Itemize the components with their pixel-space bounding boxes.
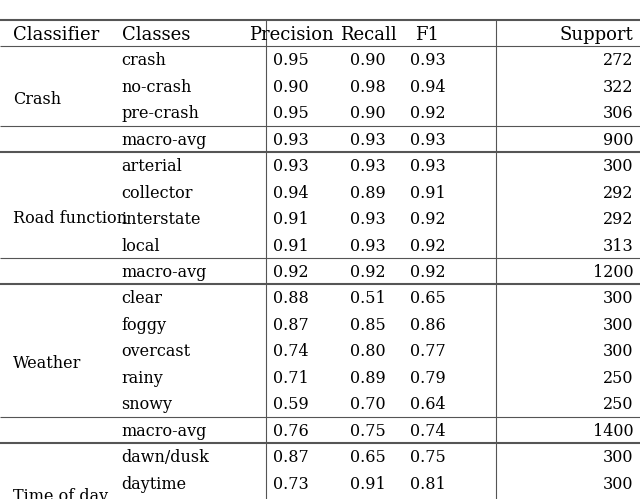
Text: crash: crash xyxy=(122,52,166,69)
Text: local: local xyxy=(122,238,160,254)
Text: 0.74: 0.74 xyxy=(273,343,309,360)
Text: 0.92: 0.92 xyxy=(273,264,309,281)
Text: 0.91: 0.91 xyxy=(410,185,445,202)
Text: 272: 272 xyxy=(603,52,634,69)
Text: interstate: interstate xyxy=(122,211,201,228)
Text: 0.93: 0.93 xyxy=(350,132,386,149)
Text: dawn/dusk: dawn/dusk xyxy=(122,449,209,466)
Text: arterial: arterial xyxy=(122,158,182,175)
Text: 1200: 1200 xyxy=(593,264,634,281)
Text: 0.92: 0.92 xyxy=(410,264,445,281)
Text: 0.87: 0.87 xyxy=(273,449,309,466)
Text: 0.95: 0.95 xyxy=(273,52,309,69)
Text: 0.73: 0.73 xyxy=(273,476,309,493)
Text: 0.92: 0.92 xyxy=(410,211,445,228)
Text: 0.93: 0.93 xyxy=(410,52,445,69)
Text: Weather: Weather xyxy=(13,355,81,372)
Text: 0.91: 0.91 xyxy=(273,238,309,254)
Text: Road function: Road function xyxy=(13,210,127,227)
Text: 0.77: 0.77 xyxy=(410,343,445,360)
Text: no-crash: no-crash xyxy=(122,79,192,96)
Text: Recall: Recall xyxy=(340,25,396,43)
Text: Classes: Classes xyxy=(122,25,190,43)
Text: 306: 306 xyxy=(603,105,634,122)
Text: pre-crash: pre-crash xyxy=(122,105,200,122)
Text: 0.92: 0.92 xyxy=(410,105,445,122)
Text: 0.90: 0.90 xyxy=(350,52,386,69)
Text: 0.89: 0.89 xyxy=(350,370,386,387)
Text: F1: F1 xyxy=(415,25,440,43)
Text: 300: 300 xyxy=(603,449,634,466)
Text: 0.89: 0.89 xyxy=(350,185,386,202)
Text: 0.93: 0.93 xyxy=(273,158,309,175)
Text: Crash: Crash xyxy=(13,91,61,108)
Text: Precision: Precision xyxy=(249,25,333,43)
Text: 0.95: 0.95 xyxy=(273,105,309,122)
Text: 0.75: 0.75 xyxy=(350,423,386,440)
Text: collector: collector xyxy=(122,185,193,202)
Text: 0.92: 0.92 xyxy=(350,264,386,281)
Text: 0.80: 0.80 xyxy=(350,343,386,360)
Text: 300: 300 xyxy=(603,317,634,334)
Text: 250: 250 xyxy=(603,370,634,387)
Text: 0.65: 0.65 xyxy=(350,449,386,466)
Text: 0.93: 0.93 xyxy=(410,158,445,175)
Text: 0.85: 0.85 xyxy=(350,317,386,334)
Text: 0.93: 0.93 xyxy=(273,132,309,149)
Text: 0.87: 0.87 xyxy=(273,317,309,334)
Text: 0.93: 0.93 xyxy=(350,158,386,175)
Text: 0.94: 0.94 xyxy=(410,79,445,96)
Text: 300: 300 xyxy=(603,290,634,307)
Text: 1400: 1400 xyxy=(593,423,634,440)
Text: 0.65: 0.65 xyxy=(410,290,445,307)
Text: 0.94: 0.94 xyxy=(273,185,309,202)
Text: 250: 250 xyxy=(603,396,634,413)
Text: 0.86: 0.86 xyxy=(410,317,445,334)
Text: 0.93: 0.93 xyxy=(410,132,445,149)
Text: clear: clear xyxy=(122,290,163,307)
Text: Support: Support xyxy=(560,25,634,43)
Text: 0.81: 0.81 xyxy=(410,476,445,493)
Text: 300: 300 xyxy=(603,343,634,360)
Text: 0.79: 0.79 xyxy=(410,370,445,387)
Text: 0.76: 0.76 xyxy=(273,423,309,440)
Text: 0.93: 0.93 xyxy=(350,211,386,228)
Text: 0.70: 0.70 xyxy=(350,396,386,413)
Text: 0.92: 0.92 xyxy=(410,238,445,254)
Text: 300: 300 xyxy=(603,476,634,493)
Text: 292: 292 xyxy=(603,211,634,228)
Text: 300: 300 xyxy=(603,158,634,175)
Text: 0.90: 0.90 xyxy=(273,79,309,96)
Text: 0.64: 0.64 xyxy=(410,396,445,413)
Text: snowy: snowy xyxy=(122,396,173,413)
Text: 0.98: 0.98 xyxy=(350,79,386,96)
Text: 313: 313 xyxy=(603,238,634,254)
Text: 292: 292 xyxy=(603,185,634,202)
Text: macro-avg: macro-avg xyxy=(122,132,207,149)
Text: 0.75: 0.75 xyxy=(410,449,445,466)
Text: 900: 900 xyxy=(603,132,634,149)
Text: 0.91: 0.91 xyxy=(273,211,309,228)
Text: 0.90: 0.90 xyxy=(350,105,386,122)
Text: foggy: foggy xyxy=(122,317,167,334)
Text: rainy: rainy xyxy=(122,370,163,387)
Text: 0.93: 0.93 xyxy=(350,238,386,254)
Text: Time of day: Time of day xyxy=(13,488,108,499)
Text: 0.51: 0.51 xyxy=(350,290,386,307)
Text: 322: 322 xyxy=(603,79,634,96)
Text: 0.91: 0.91 xyxy=(350,476,386,493)
Text: 0.71: 0.71 xyxy=(273,370,309,387)
Text: 0.74: 0.74 xyxy=(410,423,445,440)
Text: overcast: overcast xyxy=(122,343,191,360)
Text: 0.59: 0.59 xyxy=(273,396,309,413)
Text: Classifier: Classifier xyxy=(13,25,99,43)
Text: 0.88: 0.88 xyxy=(273,290,309,307)
Text: macro-avg: macro-avg xyxy=(122,423,207,440)
Text: macro-avg: macro-avg xyxy=(122,264,207,281)
Text: daytime: daytime xyxy=(122,476,187,493)
